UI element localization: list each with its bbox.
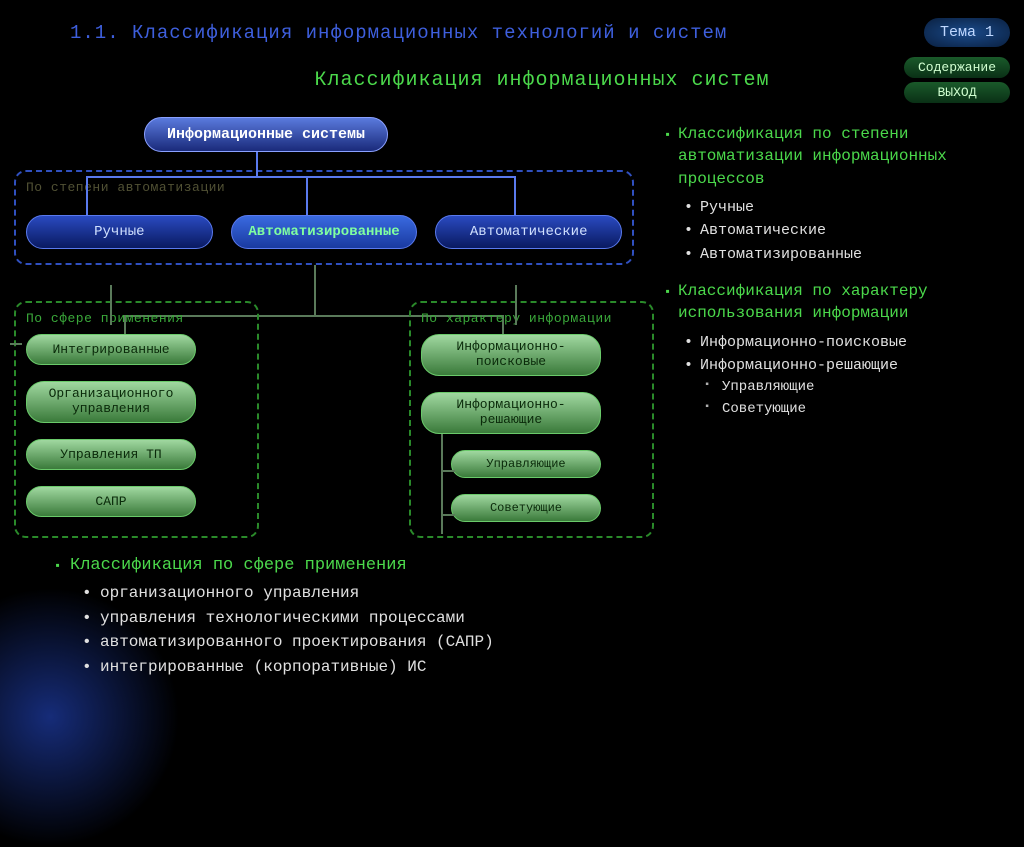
list-item: Автоматизированные (700, 243, 1010, 266)
connector (441, 434, 443, 534)
group-automation-title: По степени автоматизации (26, 180, 622, 195)
subheader: Классификация информационных систем (0, 69, 904, 92)
node-org-mgmt: Организационного управления (26, 381, 196, 423)
node-info-search: Информационно-поисковые (421, 334, 601, 376)
bottom-item: управления технологическими процессами (100, 606, 654, 631)
spacer (279, 283, 389, 538)
list-item: Информационно-поисковые (700, 331, 1010, 354)
bottom-item: интегрированные (корпоративные) ИС (100, 655, 654, 680)
title-text: Классификация информационных технологий … (132, 22, 727, 44)
list-subitem: Советующие (700, 399, 1010, 421)
connector (441, 514, 455, 516)
exit-button[interactable]: ВЫХОД (904, 82, 1010, 103)
connector (306, 176, 308, 216)
side-heading-2: Классификация по характеру использования… (664, 280, 1010, 325)
node-controlling: Управляющие (451, 450, 601, 478)
bottom-heading: Классификация по сфере применения (54, 556, 654, 575)
header: 1.1. Классификация информационных технол… (0, 0, 1024, 57)
side-column: Классификация по степени автоматизации и… (664, 117, 1010, 680)
group-automation: По степени автоматизации Ручные Автомати… (14, 170, 634, 265)
group-scope-title: По сфере применения (26, 311, 247, 326)
group-scope: По сфере применения Интегрированные Орга… (14, 301, 259, 538)
node-automated: Автоматизированные (231, 215, 418, 249)
connector (256, 152, 258, 176)
connector (110, 285, 112, 325)
contents-button[interactable]: Содержание (904, 57, 1010, 78)
side-heading-1: Классификация по степени автоматизации и… (664, 123, 1010, 190)
list-subitem: Управляющие (700, 377, 1010, 399)
node-tp-mgmt: Управления ТП (26, 439, 196, 470)
main: Информационные системы По степени автома… (0, 117, 1024, 680)
connector (86, 176, 88, 216)
side-block-1: Классификация по степени автоматизации и… (664, 123, 1010, 266)
root-node: Информационные системы (144, 117, 388, 152)
connector (314, 265, 316, 315)
node-integrated: Интегрированные (26, 334, 196, 365)
group-character: По характеру информации Информационно-по… (409, 301, 654, 538)
list-item: Ручные (700, 196, 1010, 219)
bottom-item: организационного управления (100, 581, 654, 606)
connector (515, 285, 517, 325)
topic-badge: Тема 1 (924, 18, 1010, 47)
group-character-title: По характеру информации (421, 311, 642, 326)
bottom-list: организационного управления управления т… (54, 581, 654, 680)
side-block-2: Классификация по характеру использования… (664, 280, 1010, 421)
node-info-decide: Информационно-решающие (421, 392, 601, 434)
bottom-block: Классификация по сфере применения органи… (14, 538, 654, 680)
connector (86, 176, 516, 178)
connector (514, 176, 516, 216)
side-list-2: Информационно-поисковые Информационно-ре… (664, 331, 1010, 421)
subheader-row: Классификация информационных систем Соде… (0, 57, 1024, 117)
bottom-item: автоматизированного проектирования (САПР… (100, 630, 654, 655)
side-list-1: Ручные Автоматические Автоматизированные (664, 196, 1010, 266)
page-title: 1.1. Классификация информационных технол… (0, 22, 924, 44)
list-item: Информационно-решающие (700, 354, 1010, 377)
node-manual: Ручные (26, 215, 213, 249)
connector (10, 343, 22, 345)
section-number: 1.1. (70, 22, 120, 44)
node-automatic: Автоматические (435, 215, 622, 249)
node-advising: Советующие (451, 494, 601, 522)
list-item: Автоматические (700, 219, 1010, 242)
nav-pills: Содержание ВЫХОД (904, 57, 1010, 103)
diagram: Информационные системы По степени автома… (14, 117, 654, 680)
node-sapr: САПР (26, 486, 196, 517)
connector (441, 470, 455, 472)
